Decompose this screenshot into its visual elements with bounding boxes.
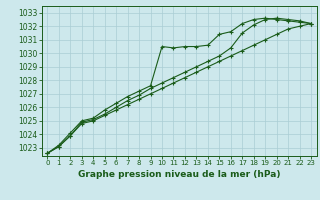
X-axis label: Graphe pression niveau de la mer (hPa): Graphe pression niveau de la mer (hPa) [78, 170, 280, 179]
